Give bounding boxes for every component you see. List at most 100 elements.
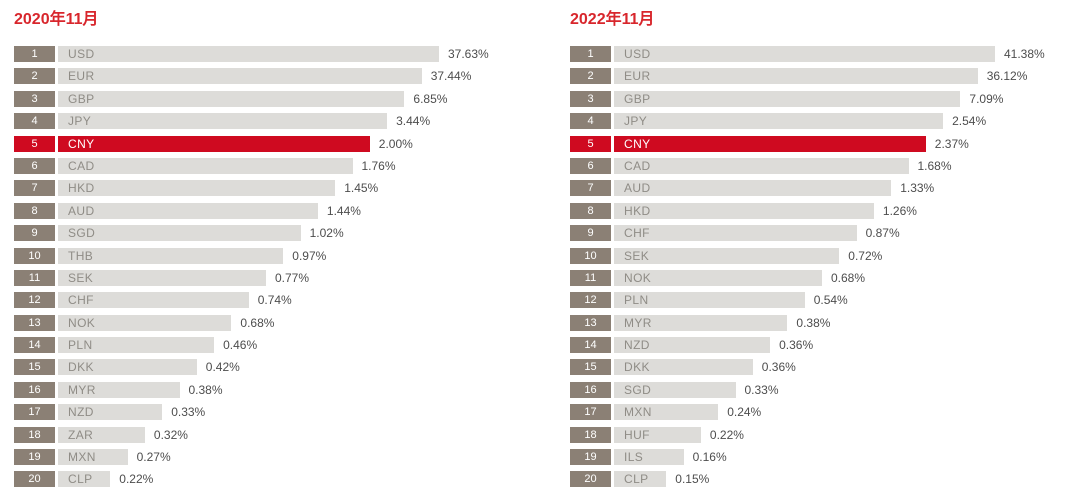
rank-badge: 19 (570, 449, 611, 466)
currency-label: CNY (68, 136, 95, 151)
bar-row: 13 NOK 0.68% (14, 314, 519, 331)
value-bar: CHF (58, 292, 249, 309)
value-bar: CLP (614, 471, 667, 488)
value-label: 0.36% (761, 360, 796, 375)
value-label: 0.68% (240, 315, 275, 330)
rank-badge: 20 (570, 471, 611, 488)
currency-label: CNY (624, 136, 651, 151)
rank-badge: 11 (570, 269, 611, 286)
value-bar: DKK (58, 359, 197, 376)
currency-label: JPY (624, 114, 648, 129)
rank-badge: 11 (14, 269, 55, 286)
rank-badge: 13 (14, 314, 55, 331)
value-bar: SEK (614, 247, 840, 264)
value-label: 0.27% (136, 450, 171, 465)
rank-badge: 2 (14, 68, 55, 85)
value-label: 0.33% (744, 382, 779, 397)
value-label: 1.45% (344, 181, 379, 196)
value-label: 0.54% (813, 293, 848, 308)
currency-label: NZD (624, 338, 650, 353)
value-bar: USD (58, 46, 439, 62)
rank-badge: 2 (570, 68, 611, 85)
value-label: 2.37% (934, 136, 969, 151)
value-bar: HKD (614, 202, 874, 219)
currency-label: GBP (624, 91, 651, 106)
chart-2022-11: 2022年11月 1 USD 41.38% 2 EUR 36.12% 3 GBP 7.09% 4 J… (570, 10, 1075, 494)
currency-label: NOK (68, 315, 96, 330)
currency-label: CHF (624, 226, 650, 241)
value-bar: CAD (58, 157, 353, 174)
bar-row: 9 CHF 0.87% (570, 225, 1075, 242)
bar-row: 17 MXN 0.24% (570, 404, 1075, 421)
bar-row: 4 JPY 3.44% (14, 113, 519, 130)
bar-row: 16 MYR 0.38% (14, 381, 519, 398)
currency-label: DKK (68, 360, 94, 375)
value-bar: CAD (614, 157, 909, 174)
value-label: 3.44% (396, 114, 431, 129)
value-label: 0.22% (119, 472, 154, 487)
value-label: 0.42% (205, 360, 240, 375)
value-bar: GBP (58, 90, 405, 107)
rank-badge: 10 (570, 247, 611, 264)
value-label: 1.26% (882, 203, 917, 218)
value-bar: JPY (614, 113, 944, 130)
rank-badge: 17 (14, 404, 55, 421)
value-label: 0.38% (188, 382, 223, 397)
value-label: 0.15% (675, 472, 710, 487)
currency-label: CAD (624, 158, 651, 173)
value-label: 1.68% (917, 158, 952, 173)
value-bar: MYR (614, 314, 788, 331)
value-bar: AUD (58, 202, 318, 219)
value-label: 0.16% (692, 450, 727, 465)
currency-label: MXN (624, 405, 652, 420)
rank-badge: 6 (14, 157, 55, 174)
value-bar: NZD (58, 404, 163, 421)
currency-label: MYR (624, 315, 652, 330)
rank-badge: 7 (14, 180, 55, 197)
bar-row: 11 NOK 0.68% (570, 269, 1075, 286)
value-bar: CNY (58, 135, 370, 152)
currency-label: NZD (68, 405, 94, 420)
value-label: 0.36% (779, 338, 814, 353)
bar-row: 7 HKD 1.45% (14, 180, 519, 197)
value-bar: SGD (614, 381, 736, 398)
currency-label: USD (68, 47, 95, 61)
value-bar: MXN (614, 404, 719, 421)
currency-label: CHF (68, 293, 94, 308)
value-bar: CNY (614, 135, 926, 152)
value-label: 0.87% (865, 226, 900, 241)
value-bar: PLN (58, 337, 215, 354)
currency-label: AUD (68, 203, 95, 218)
value-bar: HUF (614, 426, 701, 443)
currency-label: ILS (624, 450, 644, 465)
bar-row: 14 PLN 0.46% (14, 337, 519, 354)
rank-badge: 19 (14, 449, 55, 466)
value-bar: AUD (614, 180, 892, 197)
rank-badge: 15 (570, 359, 611, 376)
rank-badge: 12 (570, 292, 611, 309)
value-bar: SEK (58, 269, 266, 286)
bar-row: 3 GBP 7.09% (570, 90, 1075, 107)
rank-badge: 20 (14, 471, 55, 488)
rank-badge: 4 (570, 113, 611, 130)
bar-row: 5 CNY 2.00% (14, 135, 519, 152)
value-label: 2.54% (952, 114, 987, 129)
bar-row: 10 THB 0.97% (14, 247, 519, 264)
currency-label: ZAR (68, 427, 94, 442)
currency-label: CAD (68, 158, 95, 173)
rank-badge: 18 (14, 426, 55, 443)
rank-badge: 3 (14, 90, 55, 107)
value-label: 1.44% (326, 203, 361, 218)
value-bar: JPY (58, 113, 388, 130)
bar-row: 8 HKD 1.26% (570, 202, 1075, 219)
rank-badge: 12 (14, 292, 55, 309)
value-label: 2.00% (378, 136, 413, 151)
value-bar: MYR (58, 381, 180, 398)
bar-rows-2020: 1 USD 37.63% 2 EUR 37.44% 3 GBP 6.85% 4 JPY 3.44% 5 C… (14, 46, 519, 488)
value-bar: EUR (614, 68, 978, 85)
chart-2020-11: 2020年11月 1 USD 37.63% 2 EUR 37.44% 3 GBP 6.85% 4 J… (14, 10, 519, 494)
rank-badge: 10 (14, 247, 55, 264)
value-label: 36.12% (986, 69, 1028, 84)
value-bar: CLP (58, 471, 111, 488)
rank-badge: 8 (570, 202, 611, 219)
